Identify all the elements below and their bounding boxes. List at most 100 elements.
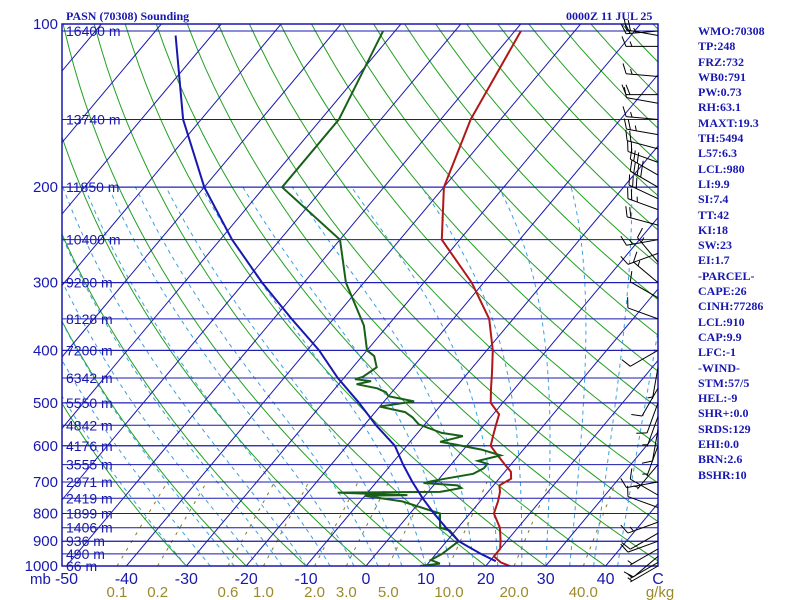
dry-adiabat (124, 24, 547, 566)
mixing-ratio-line (345, 481, 390, 566)
wind-barb (636, 227, 659, 263)
height-label: 1899 m (66, 505, 113, 521)
plot-frame (61, 23, 659, 567)
parcel-line (174, 35, 497, 563)
height-label: 2971 m (66, 474, 113, 490)
moist-adiabat (62, 187, 307, 566)
pressure-tick-label: 800 (33, 505, 58, 522)
index-item: TT:42 (698, 207, 730, 222)
temperature-tick-label: -30 (175, 571, 198, 588)
dry-adiabat (404, 24, 658, 301)
pressure-tick-label: 900 (33, 533, 58, 550)
index-item: EI:1.7 (698, 253, 730, 268)
mixing-ratio-line (157, 481, 208, 566)
index-item: SI:7.4 (698, 192, 729, 207)
isotherm (365, 216, 658, 566)
mixing-ratio-label: 3.0 (336, 584, 357, 600)
wind-barb (622, 106, 659, 120)
wind-barbs (620, 19, 659, 583)
dry-adiabat (373, 24, 658, 336)
dewpoint-line (280, 30, 505, 566)
isotherm (126, 24, 581, 566)
mixing-ratio-unit-label: g/kg (646, 584, 674, 600)
index-item: SHR+:0.0 (698, 406, 749, 421)
height-label: 11850 m (66, 179, 119, 195)
dry-adiabat (62, 402, 187, 566)
wind-barb (642, 416, 659, 447)
index-item: SW:23 (698, 238, 733, 253)
height-label: 7200 m (66, 342, 113, 358)
moist-adiabat (617, 328, 658, 566)
dry-adiabat (342, 24, 658, 372)
index-item: LCL:980 (698, 161, 745, 176)
height-label: 1406 m (66, 520, 113, 536)
moist-adiabat (135, 186, 379, 566)
moist-adiabat (108, 186, 355, 566)
mixing-ratio-label: 10.0 (434, 584, 463, 600)
wind-barb (620, 521, 659, 534)
isotherm (66, 24, 522, 566)
chart-title-time: 0000Z 11 JUL 25 (566, 9, 653, 23)
pressure-tick-label: 500 (33, 395, 58, 412)
moist-adiabat (62, 395, 187, 566)
wind-barb (623, 86, 659, 104)
isotherm (62, 24, 222, 215)
index-item: FRZ:732 (698, 54, 744, 69)
mixing-ratio-line (513, 481, 550, 566)
index-item: EHI:0.0 (698, 437, 740, 452)
wind-barb (627, 565, 659, 583)
mixing-ratio-lines (116, 481, 617, 566)
moist-adiabat (242, 186, 451, 566)
isotherm (62, 24, 162, 144)
index-item: STM:57/5 (698, 375, 750, 390)
temperature-tick-label: 30 (537, 571, 555, 588)
profiles (174, 30, 522, 566)
wind-barb (621, 532, 659, 550)
index-item: WMO:70308 (698, 24, 765, 38)
stability-indices-panel: WMO:70308 TP:248 FRZ:732 WB0:791 PW:0.73 RH:6… (698, 24, 765, 483)
index-item: TP:248 (698, 39, 736, 54)
wind-barb (621, 36, 658, 47)
height-label: 2419 m (66, 490, 113, 506)
dry-adiabat (217, 24, 658, 523)
moist-adiabat (165, 186, 403, 566)
wind-barb (625, 206, 659, 226)
wind-barb (629, 148, 659, 176)
index-item: LFC:-1 (698, 345, 736, 360)
height-label: 13740 m (66, 111, 120, 127)
index-item: MAXT:19.3 (698, 115, 759, 130)
plot-area (62, 24, 658, 566)
height-label: 16400 m (66, 23, 120, 39)
index-item: CAP:9.9 (698, 329, 742, 344)
isotherm (62, 24, 282, 287)
mixing-ratio-label: 5.0 (378, 584, 399, 600)
height-label: 936 m (66, 533, 105, 549)
wind-barb (625, 129, 659, 150)
temperature-tick-label: 0 (362, 571, 371, 588)
isotherm (545, 431, 658, 566)
mixing-ratio-line (448, 481, 488, 566)
wind-barb (629, 271, 659, 299)
wind-barb (629, 468, 659, 496)
pressure-tick-label: 200 (33, 179, 58, 196)
wind-barb (641, 429, 659, 464)
index-item: RH:63.1 (698, 100, 741, 115)
temperature-tick-label: -50 (55, 571, 78, 588)
wind-barb (628, 174, 659, 200)
isotherm (62, 24, 342, 358)
pressure-tick-label: 100 (33, 16, 58, 33)
index-item: L57:6.3 (698, 146, 737, 161)
index-item: SRDS:129 (698, 421, 751, 436)
mixing-ratio-label: 1.0 (253, 584, 274, 600)
wind-barb (636, 402, 659, 434)
index-item: -PARCEL- (698, 268, 755, 283)
temperature-tick-label: 40 (597, 571, 615, 588)
wind-barb (627, 297, 659, 320)
dry-adiabat (590, 24, 658, 96)
mixing-ratio-label: 20.0 (499, 584, 528, 600)
mixing-ratio-line (116, 481, 168, 566)
height-label: 6342 m (66, 370, 113, 386)
index-item: BSHR:10 (698, 467, 747, 482)
index-item: -WIND- (698, 360, 740, 375)
